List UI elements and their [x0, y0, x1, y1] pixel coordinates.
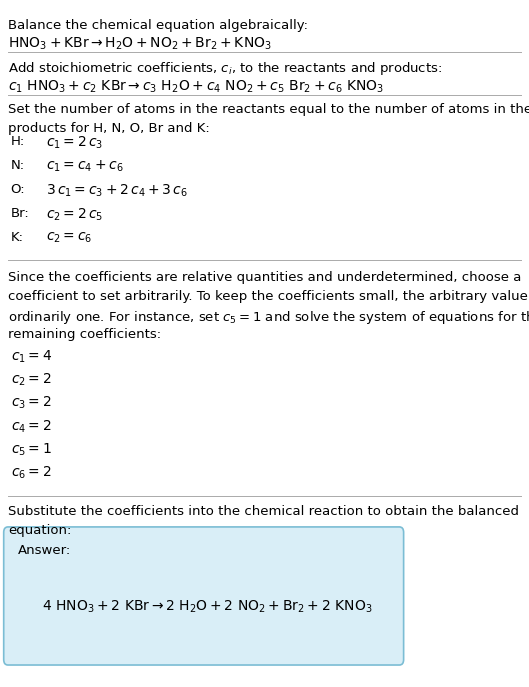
Text: $c_6 = 2$: $c_6 = 2$: [11, 465, 51, 482]
Text: Add stoichiometric coefficients, $c_i$, to the reactants and products:: Add stoichiometric coefficients, $c_i$, …: [8, 60, 442, 78]
Text: $c_2 = 2$: $c_2 = 2$: [11, 372, 51, 388]
Text: $4\ \mathregular{HNO_3} + 2\ \mathregular{KBr} \rightarrow 2\ \mathregular{H_2O}: $4\ \mathregular{HNO_3} + 2\ \mathregula…: [42, 599, 373, 616]
Text: Since the coefficients are relative quantities and underdetermined, choose a: Since the coefficients are relative quan…: [8, 271, 521, 284]
Text: $c_2 = 2\,c_5$: $c_2 = 2\,c_5$: [46, 207, 103, 223]
Text: Balance the chemical equation algebraically:: Balance the chemical equation algebraica…: [8, 19, 308, 32]
Text: $c_2 = c_6$: $c_2 = c_6$: [46, 231, 93, 245]
Text: products for H, N, O, Br and K:: products for H, N, O, Br and K:: [8, 122, 209, 135]
Text: $3\,c_1 = c_3 + 2\,c_4 + 3\,c_6$: $3\,c_1 = c_3 + 2\,c_4 + 3\,c_6$: [46, 183, 188, 199]
Text: equation:: equation:: [8, 524, 71, 537]
Text: H:: H:: [11, 135, 25, 148]
Text: remaining coefficients:: remaining coefficients:: [8, 328, 161, 341]
Text: $c_1 = 4$: $c_1 = 4$: [11, 348, 52, 365]
Text: coefficient to set arbitrarily. To keep the coefficients small, the arbitrary va: coefficient to set arbitrarily. To keep …: [8, 290, 529, 303]
Text: $c_3 = 2$: $c_3 = 2$: [11, 395, 51, 412]
Text: $c_1\ \mathregular{HNO_3} + c_2\ \mathregular{KBr} \rightarrow c_3\ \mathregular: $c_1\ \mathregular{HNO_3} + c_2\ \mathre…: [8, 78, 384, 95]
Text: N:: N:: [11, 159, 25, 172]
Text: K:: K:: [11, 231, 24, 244]
FancyBboxPatch shape: [4, 527, 404, 665]
Text: $c_5 = 1$: $c_5 = 1$: [11, 442, 51, 458]
Text: $\mathregular{HNO_3 + KBr} \rightarrow \mathregular{H_2O + NO_2 + Br_2 + KNO_3}$: $\mathregular{HNO_3 + KBr} \rightarrow \…: [8, 36, 272, 52]
Text: ordinarily one. For instance, set $c_5 = 1$ and solve the system of equations fo: ordinarily one. For instance, set $c_5 =…: [8, 309, 529, 326]
Text: Answer:: Answer:: [17, 544, 71, 557]
Text: $c_1 = c_4 + c_6$: $c_1 = c_4 + c_6$: [46, 159, 124, 174]
Text: $c_4 = 2$: $c_4 = 2$: [11, 418, 51, 435]
Text: Substitute the coefficients into the chemical reaction to obtain the balanced: Substitute the coefficients into the che…: [8, 505, 519, 518]
Text: O:: O:: [11, 183, 25, 196]
Text: Br:: Br:: [11, 207, 29, 220]
Text: $c_1 = 2\,c_3$: $c_1 = 2\,c_3$: [46, 135, 103, 151]
Text: Set the number of atoms in the reactants equal to the number of atoms in the: Set the number of atoms in the reactants…: [8, 103, 529, 116]
